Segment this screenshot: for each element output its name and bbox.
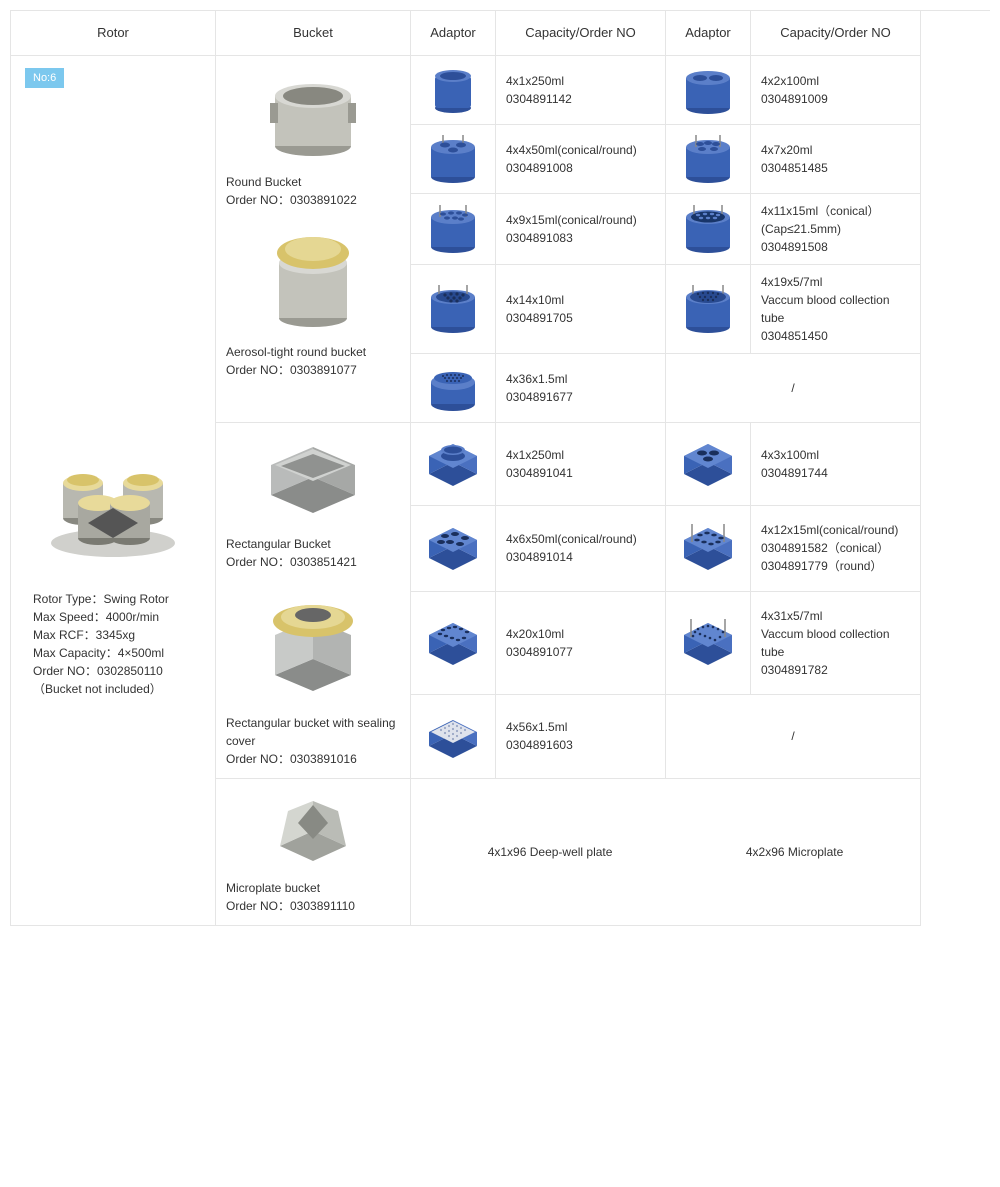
rotor-capacity: Max Capacity：4×500ml — [33, 644, 193, 662]
g1-r4-slash: / — [666, 354, 921, 423]
round-bucket-image — [258, 68, 368, 163]
g1-r3-a1 — [411, 265, 496, 354]
header-capacity-1: Capacity/Order NO — [496, 11, 666, 56]
rotor-rcf: Max RCF：3345xg — [33, 626, 193, 644]
bucket-0-name: Round Bucket — [226, 173, 400, 191]
g2-r0-a2 — [666, 423, 751, 507]
rotor-note: （Bucket not included） — [33, 680, 193, 698]
header-adaptor-1: Adaptor — [411, 11, 496, 56]
g1-r0-a1 — [411, 56, 496, 125]
g1-r2-a2 — [666, 194, 751, 265]
bucket-3-order: Order NO：0303891016 — [226, 750, 400, 768]
bucket-1-name: Aerosol-tight round bucket — [226, 343, 400, 361]
g1-r1-a2 — [666, 125, 751, 194]
g1-r1-c1: 4x4x50ml(conical/round) 0304891008 — [496, 125, 666, 194]
g2-r3-a1 — [411, 695, 496, 779]
header-rotor: Rotor — [11, 11, 216, 56]
bucket-group-1: Round Bucket Order NO：0303891022 Aerosol… — [216, 56, 411, 423]
g2-r1-c1: 4x6x50ml(conical/round) 0304891014 — [496, 506, 666, 592]
bucket-4-order: Order NO：0303891110 — [226, 897, 400, 915]
bucket-group-2: Rectangular Bucket Order NO：0303851421 R… — [216, 423, 411, 779]
g1-r2-c2: 4x11x15ml（conical） (Cap≤21.5mm) 03048915… — [751, 194, 921, 265]
g2-r0-c1: 4x1x250ml 0304891041 — [496, 423, 666, 507]
g2-r0-c2: 4x3x100ml 0304891744 — [751, 423, 921, 507]
bucket-2-name: Rectangular Bucket — [226, 535, 400, 553]
g2-r2-c1: 4x20x10ml 0304891077 — [496, 592, 666, 696]
g1-r2-c1: 4x9x15ml(conical/round) 0304891083 — [496, 194, 666, 265]
microplate-left: 4x1x96 Deep-well plate — [488, 843, 613, 861]
g1-r3-a2 — [666, 265, 751, 354]
g1-r0-c1: 4x1x250ml 0304891142 — [496, 56, 666, 125]
g2-r1-a1 — [411, 506, 496, 592]
rotor-type: Rotor Type：Swing Rotor — [33, 590, 193, 608]
g1-r3-c2: 4x19x5/7ml Vaccum blood collection tube … — [751, 265, 921, 354]
aerosol-bucket-image — [263, 223, 363, 333]
microplate-bucket-image — [268, 791, 358, 869]
rotor-cell: No:6 — [11, 56, 216, 926]
bucket-1-order: Order NO：0303891077 — [226, 361, 400, 379]
g2-r2-a2 — [666, 592, 751, 696]
g1-r2-a1 — [411, 194, 496, 265]
g2-r2-c2: 4x31x5/7ml Vaccum blood collection tube … — [751, 592, 921, 696]
g1-r0-c2: 4x2x100ml 0304891009 — [751, 56, 921, 125]
g1-r4-a1 — [411, 354, 496, 423]
bucket-group-3: Microplate bucket Order NO：0303891110 — [216, 779, 411, 926]
bucket-2-order: Order NO：0303851421 — [226, 553, 400, 571]
microplate-right: 4x2x96 Microplate — [746, 843, 843, 861]
rotor-badge: No:6 — [25, 68, 64, 89]
g2-r0-a1 — [411, 423, 496, 507]
g2-r2-a1 — [411, 592, 496, 696]
product-table: Rotor Bucket Adaptor Capacity/Order NO A… — [10, 10, 990, 926]
g1-r0-a2 — [666, 56, 751, 125]
bucket-4-name: Microplate bucket — [226, 879, 400, 897]
g2-r3-c1: 4x56x1.5ml 0304891603 — [496, 695, 666, 779]
header-adaptor-2: Adaptor — [666, 11, 751, 56]
header-bucket: Bucket — [216, 11, 411, 56]
g1-r1-a1 — [411, 125, 496, 194]
microplate-row: 4x1x96 Deep-well plate 4x2x96 Microplate — [411, 779, 921, 926]
bucket-0-order: Order NO：0303891022 — [226, 191, 400, 209]
header-capacity-2: Capacity/Order NO — [751, 11, 921, 56]
g1-r3-c1: 4x14x10ml 0304891705 — [496, 265, 666, 354]
g2-r1-c2: 4x12x15ml(conical/round) 0304891582（coni… — [751, 506, 921, 592]
rotor-speed: Max Speed：4000r/min — [33, 608, 193, 626]
rect-lid-bucket-image — [261, 589, 366, 704]
g1-r4-c1: 4x36x1.5ml 0304891677 — [496, 354, 666, 423]
rect-bucket-image — [261, 435, 366, 525]
rotor-order: Order NO：0302850110 — [33, 662, 193, 680]
bucket-3-name: Rectangular bucket with sealing cover — [226, 714, 400, 750]
rotor-image — [38, 448, 188, 568]
g2-r1-a2 — [666, 506, 751, 592]
g2-r3-slash: / — [666, 695, 921, 779]
g1-r1-c2: 4x7x20ml 0304851485 — [751, 125, 921, 194]
